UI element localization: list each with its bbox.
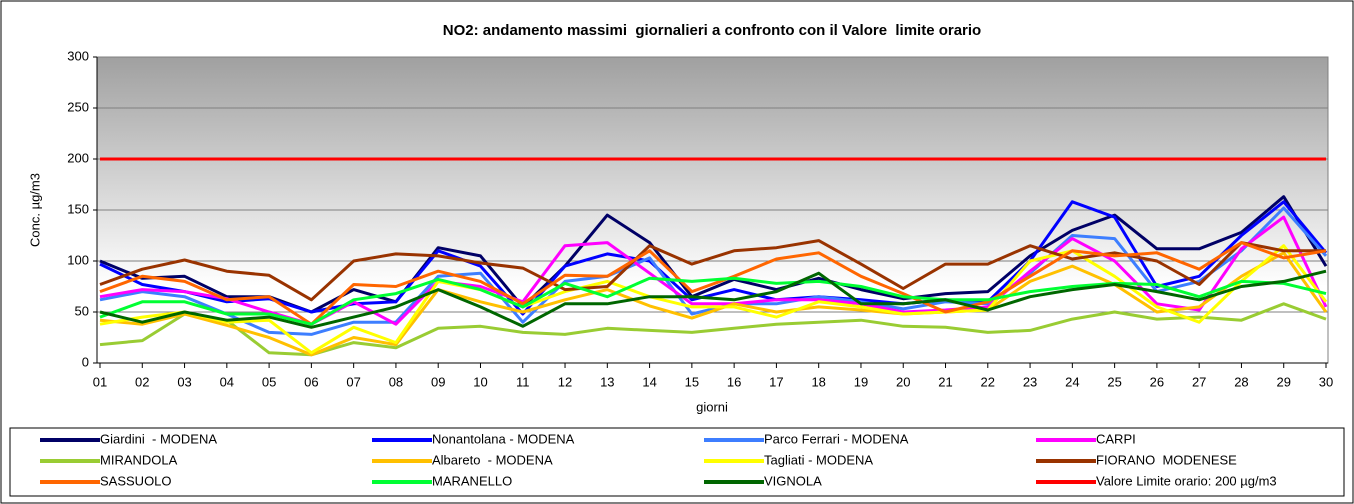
series-line [99,276,1327,326]
legend-label: Tagliati - MODENA [764,452,873,467]
x-tick-label: 28 [1234,374,1248,389]
legend-label: Giardini - MODENA [100,431,217,446]
x-tick-label: 02 [135,374,149,389]
x-tick-label: 06 [304,374,318,389]
series-line [99,200,1328,316]
x-tick-label: 01 [93,374,107,389]
legend-label: VIGNOLA [764,473,822,488]
y-axis-label: Conc. µg/m3 [27,173,42,247]
chart-title: NO2: andamento massimi giornalieri a con… [443,22,981,39]
legend-label: Albareto - MODENA [432,452,553,467]
x-tick-label: 12 [558,374,572,389]
x-tick-label: 17 [769,374,783,389]
legend-label: Valore Limite orario: 200 µg/m3 [1096,473,1277,488]
x-tick-label: 03 [177,374,191,389]
legend [9,427,1345,497]
x-tick-label: 07 [346,374,360,389]
x-tick-label: 27 [1192,374,1206,389]
legend-label: FIORANO MODENESE [1096,452,1237,467]
x-tick-label: 10 [473,374,487,389]
y-tick-label: 300 [67,48,89,63]
legend-label: Parco Ferrari - MODENA [764,431,909,446]
x-axis-label: giorni [696,399,728,414]
legend-label: MARANELLO [432,473,512,488]
x-tick-label: 05 [262,374,276,389]
series-line [99,241,1327,326]
legend-label: Nonantolana - MODENA [432,431,575,446]
x-tick-label: 29 [1276,374,1290,389]
x-tick-label: 04 [220,374,234,389]
x-tick-label: 16 [727,374,741,389]
x-tick-label: 26 [1150,374,1164,389]
y-tick-label: 150 [67,201,89,216]
y-tick-label: 50 [75,303,89,318]
series-line [99,244,1328,355]
x-tick-label: 21 [938,374,952,389]
y-tick-label: 0 [82,354,89,369]
x-tick-label: 09 [431,374,445,389]
x-tick-label: 20 [896,374,910,389]
x-tick-label: 13 [600,374,614,389]
series-line [99,251,1328,357]
x-tick-label: 25 [1107,374,1121,389]
x-tick-label: 14 [642,374,656,389]
y-tick-label: 100 [67,252,89,267]
legend-label: CARPI [1096,431,1136,446]
y-tick-label: 250 [67,99,89,114]
x-tick-label: 22 [981,374,995,389]
x-tick-label: 24 [1065,374,1079,389]
legend-label: MIRANDOLA [100,452,178,467]
series-line [99,206,1328,336]
x-tick-label: 19 [854,374,868,389]
x-tick-label: 08 [389,374,403,389]
y-tick-label: 200 [67,150,89,165]
x-tick-label: 23 [1023,374,1037,389]
legend-label: SASSUOLO [100,473,172,488]
x-tick-label: 18 [811,374,825,389]
x-tick-label: 15 [685,374,699,389]
series-line [99,269,1327,329]
x-tick-label: 11 [516,374,530,389]
x-tick-label: 30 [1319,374,1333,389]
series-line [99,302,1327,357]
